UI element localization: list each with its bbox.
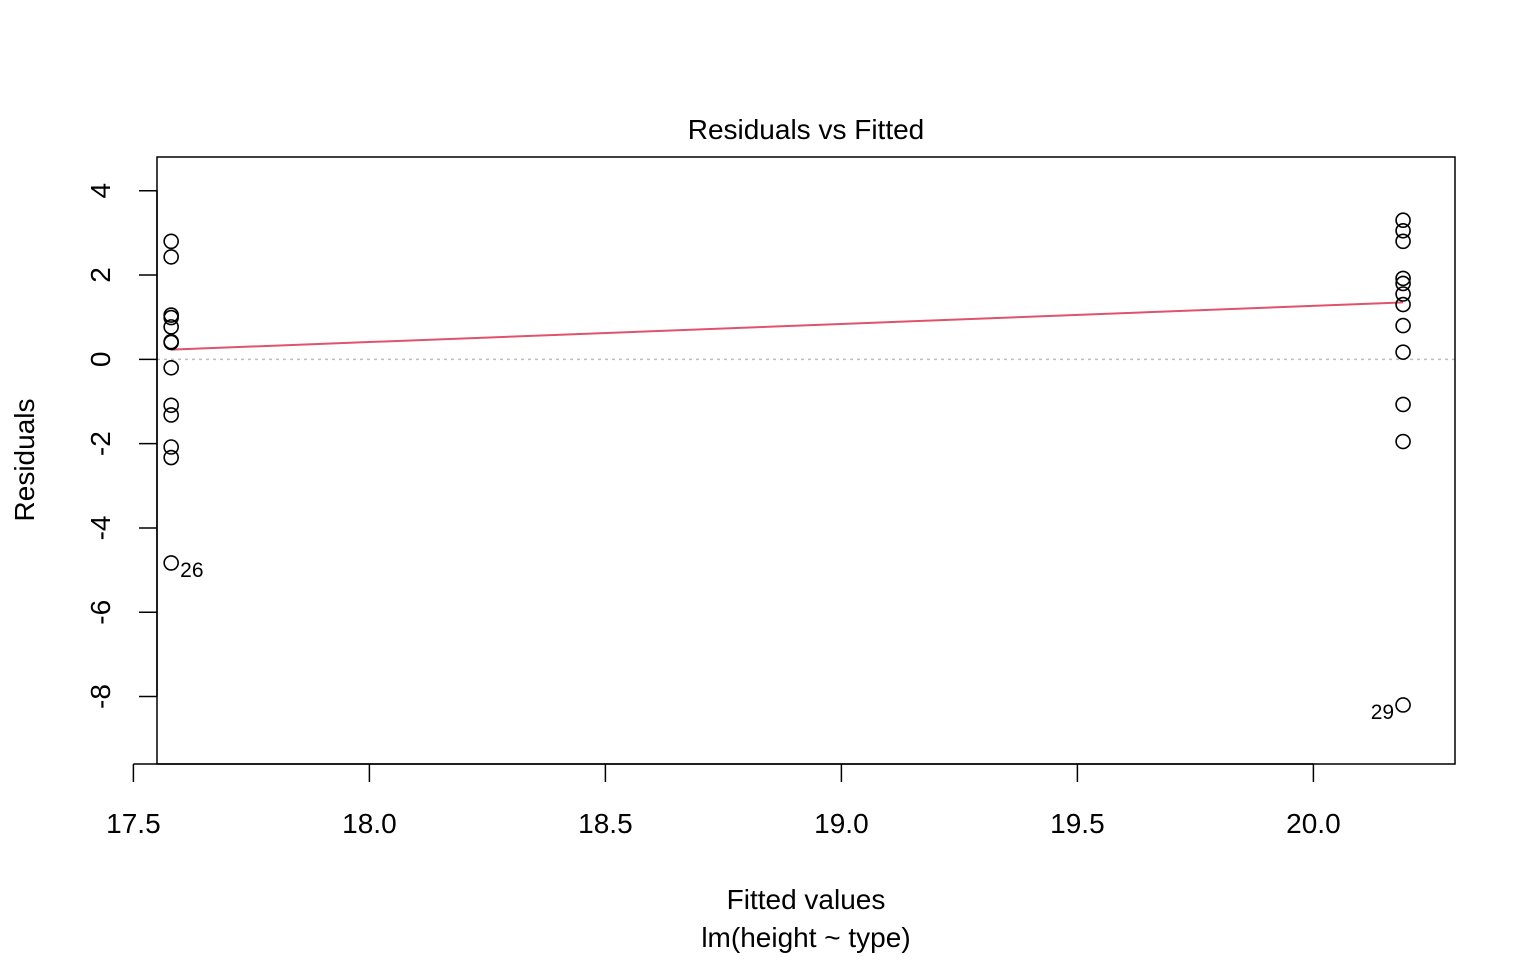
residual-point (1395, 317, 1411, 334)
x-axis-label: Fitted values (727, 884, 886, 915)
residual-point (1395, 433, 1411, 450)
x-tick-label: 19.0 (814, 808, 869, 839)
x-tick-label: 20.0 (1286, 808, 1341, 839)
x-tick-label: 18.5 (578, 808, 633, 839)
y-axis-label: Residuals (9, 399, 40, 522)
residual-point (1395, 233, 1411, 250)
y-tick-label: -6 (85, 600, 116, 625)
residual-point (1395, 212, 1411, 229)
residual-point (163, 449, 179, 466)
residual-point (163, 233, 179, 250)
residual-point (163, 359, 179, 376)
point-label: 29 (1371, 701, 1394, 724)
point-label: 26 (180, 559, 203, 582)
y-tick-label: 2 (85, 267, 116, 283)
residual-point (163, 334, 179, 351)
x-tick-label: 18.0 (342, 808, 397, 839)
x-tick-label: 19.5 (1050, 808, 1105, 839)
y-tick-label: 4 (85, 183, 116, 199)
residual-point (1395, 697, 1411, 713)
residual-point (163, 555, 179, 571)
y-axis: 4 2 0 -2 -4 -6 -8 (85, 183, 158, 709)
y-tick-label: -2 (85, 431, 116, 456)
residual-point (1395, 296, 1411, 313)
model-formula-label: lm(height ~ type) (701, 922, 910, 953)
residual-point (1395, 344, 1411, 360)
residual-point (163, 309, 179, 326)
residual-point (1395, 275, 1411, 292)
smoother-line (171, 301, 1404, 351)
x-axis: 17.5 18.0 18.5 19.0 19.5 20.0 (106, 763, 1341, 839)
residual-point (163, 249, 179, 265)
residual-point (163, 407, 179, 423)
residual-points (163, 212, 1411, 713)
residual-point (163, 397, 179, 414)
chart-title: Residuals vs Fitted (688, 114, 925, 145)
y-tick-label: 0 (85, 352, 116, 368)
y-tick-label: -8 (85, 684, 116, 709)
residual-point (1395, 222, 1411, 239)
y-tick-label: -4 (85, 515, 116, 540)
outlier-labels: 26 29 (180, 559, 1394, 724)
residual-point (1395, 396, 1411, 413)
residual-point (1395, 270, 1411, 287)
x-tick-label: 17.5 (106, 808, 161, 839)
residual-point (1395, 286, 1411, 302)
residual-point (163, 439, 179, 455)
